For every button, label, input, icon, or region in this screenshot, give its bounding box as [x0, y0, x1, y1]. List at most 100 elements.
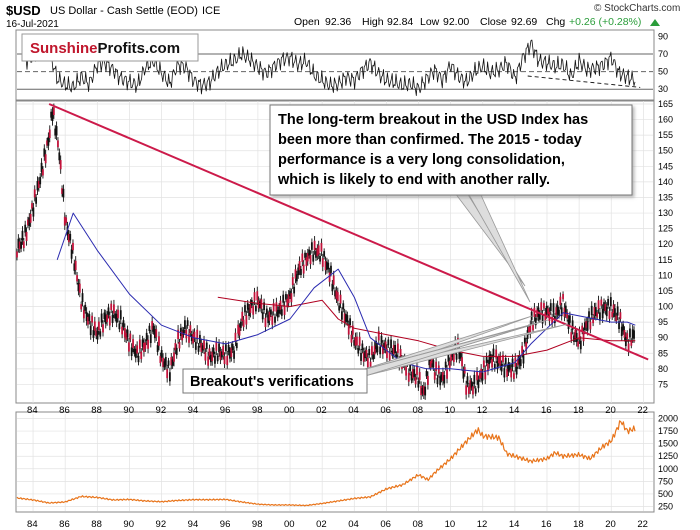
rsi-tick-label: 50: [658, 67, 668, 77]
price-candle: [629, 328, 631, 338]
price-candle: [148, 325, 151, 331]
price-x-tick-label: 92: [156, 405, 167, 416]
price-candle: [175, 347, 178, 356]
price-candle: [46, 140, 48, 146]
price-candle: [585, 321, 588, 328]
price-candle: [238, 327, 241, 336]
price-candle: [20, 241, 22, 249]
price-candle: [559, 296, 562, 306]
price-candle: [31, 203, 33, 209]
price-candle: [173, 352, 175, 362]
price-candle: [506, 368, 508, 377]
price-candle: [407, 372, 410, 382]
price-candle: [309, 254, 312, 265]
price-candle: [466, 376, 469, 384]
price-candle: [429, 361, 432, 368]
price-candle: [182, 329, 185, 336]
price-candle: [477, 379, 480, 389]
price-x-tick-label: 06: [380, 405, 391, 416]
price-candle: [410, 374, 413, 381]
price-candle: [114, 313, 117, 319]
price-candle: [102, 324, 104, 333]
price-candle: [500, 364, 503, 372]
price-candle: [482, 360, 485, 368]
price-candle: [212, 347, 215, 355]
price-candle: [392, 345, 395, 355]
price-x-tick-label: 94: [188, 405, 199, 416]
price-candle: [91, 315, 93, 323]
price-candle: [452, 354, 455, 362]
price-candle: [132, 339, 134, 348]
price-candle: [384, 341, 387, 350]
price-candle: [416, 365, 418, 375]
price-candle: [259, 301, 261, 309]
price-tick-label: 160: [658, 115, 673, 125]
price-candle: [224, 344, 227, 352]
price-candle: [280, 309, 283, 316]
price-tick-label: 155: [658, 130, 673, 140]
close-label: Close: [480, 16, 507, 28]
price-candle: [267, 314, 270, 324]
price-candle: [414, 377, 417, 385]
price-candle: [529, 324, 532, 334]
price-candle: [16, 251, 18, 258]
logo-part-profits: Profits.com: [98, 40, 181, 57]
price-candle: [312, 254, 315, 262]
price-candle: [272, 303, 275, 312]
price-candle: [593, 307, 596, 316]
price-candle: [122, 320, 125, 328]
price-candle: [310, 242, 313, 250]
price-candle: [631, 329, 634, 339]
price-candle: [577, 341, 579, 347]
main-annotation: The long-term breakout in the USD Index …: [277, 112, 592, 188]
price-candle: [493, 363, 496, 370]
price-candle: [607, 299, 610, 306]
price-candle: [164, 357, 167, 366]
price-candle: [204, 352, 207, 361]
price-candle: [335, 290, 338, 299]
lower-tick-label: 1000: [658, 464, 678, 474]
price-tick-label: 105: [658, 286, 673, 296]
price-candle: [324, 261, 327, 271]
price-candle: [343, 313, 346, 323]
price-candle: [289, 290, 291, 297]
price-candle: [96, 331, 99, 340]
price-candle: [137, 355, 140, 363]
lower-y-ticks: 250 500 750 1000 1250 1500 1750 2000: [658, 414, 678, 512]
lower-x-tick-label: 12: [477, 519, 488, 530]
price-candle: [70, 249, 73, 259]
price-candle: [338, 305, 341, 311]
price-candle: [271, 315, 274, 325]
price-tick-label: 150: [658, 146, 673, 156]
price-candle: [388, 351, 391, 361]
main-annotation-line-1: The long-term breakout in the USD Index …: [278, 112, 588, 128]
price-candle: [100, 313, 103, 323]
price-candle: [220, 351, 223, 358]
price-candle: [504, 357, 507, 365]
price-candle: [130, 347, 133, 356]
price-candle: [28, 217, 31, 226]
price-candle: [214, 355, 216, 364]
price-candle: [51, 111, 54, 122]
price-candle: [448, 360, 451, 368]
price-candle: [177, 329, 179, 340]
price-candle: [623, 330, 626, 338]
lower-x-tick-label: 04: [348, 519, 359, 530]
main-annotation-line-2: been more than confirmed. The 2015 - tod…: [278, 132, 582, 148]
price-candle: [39, 176, 42, 185]
price-candle: [387, 339, 390, 346]
chg-value: +0.26 (+0.28%): [569, 16, 641, 28]
price-candle: [300, 268, 302, 275]
lower-x-tick-label: 88: [91, 519, 102, 530]
price-candle: [361, 343, 364, 351]
price-candle: [263, 302, 265, 311]
price-candle: [121, 326, 124, 335]
price-candle: [256, 291, 259, 301]
price-candle: [294, 269, 297, 279]
price-candle: [222, 345, 225, 356]
price-candle: [203, 340, 205, 350]
price-candle: [61, 188, 63, 194]
price-x-tick-label: 10: [445, 405, 456, 416]
price-candle: [517, 358, 519, 366]
